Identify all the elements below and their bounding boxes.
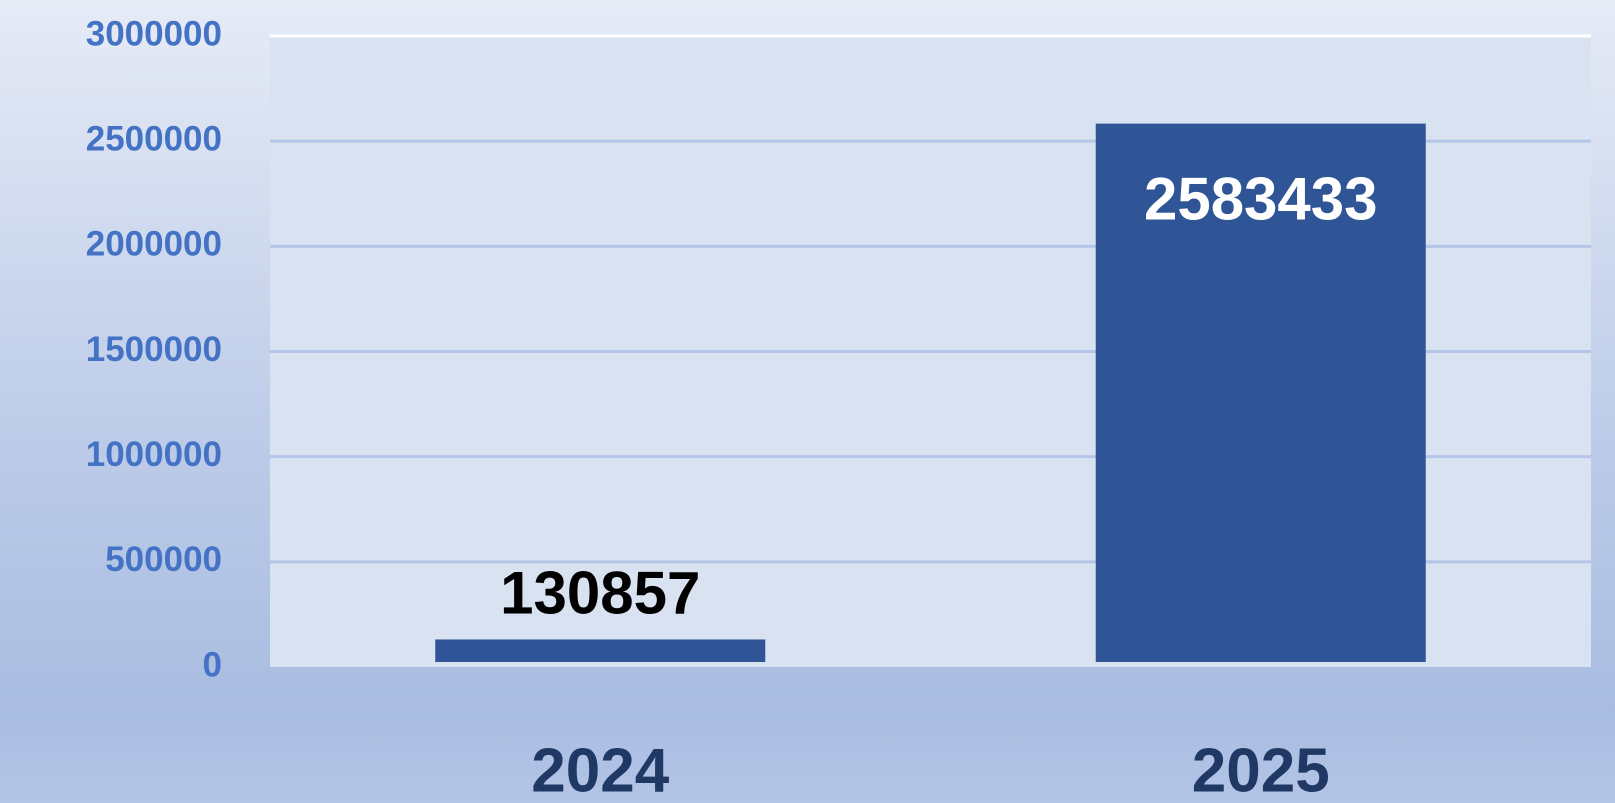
bar (435, 639, 766, 662)
data-label: 2583433 (1144, 165, 1378, 232)
y-tick-label: 2000000 (86, 225, 222, 264)
data-label: 130857 (500, 559, 700, 626)
y-tick-label: 3000000 (86, 14, 222, 53)
bar (1095, 123, 1426, 663)
y-tick-label: 500000 (105, 540, 222, 579)
y-tick-label: 0 (203, 645, 222, 684)
y-tick-label: 1500000 (86, 330, 222, 369)
y-tick-label: 2500000 (86, 119, 222, 158)
y-tick-label: 1000000 (86, 435, 222, 474)
x-tick-label: 2024 (531, 736, 669, 803)
x-tick-label: 2025 (1192, 736, 1330, 803)
